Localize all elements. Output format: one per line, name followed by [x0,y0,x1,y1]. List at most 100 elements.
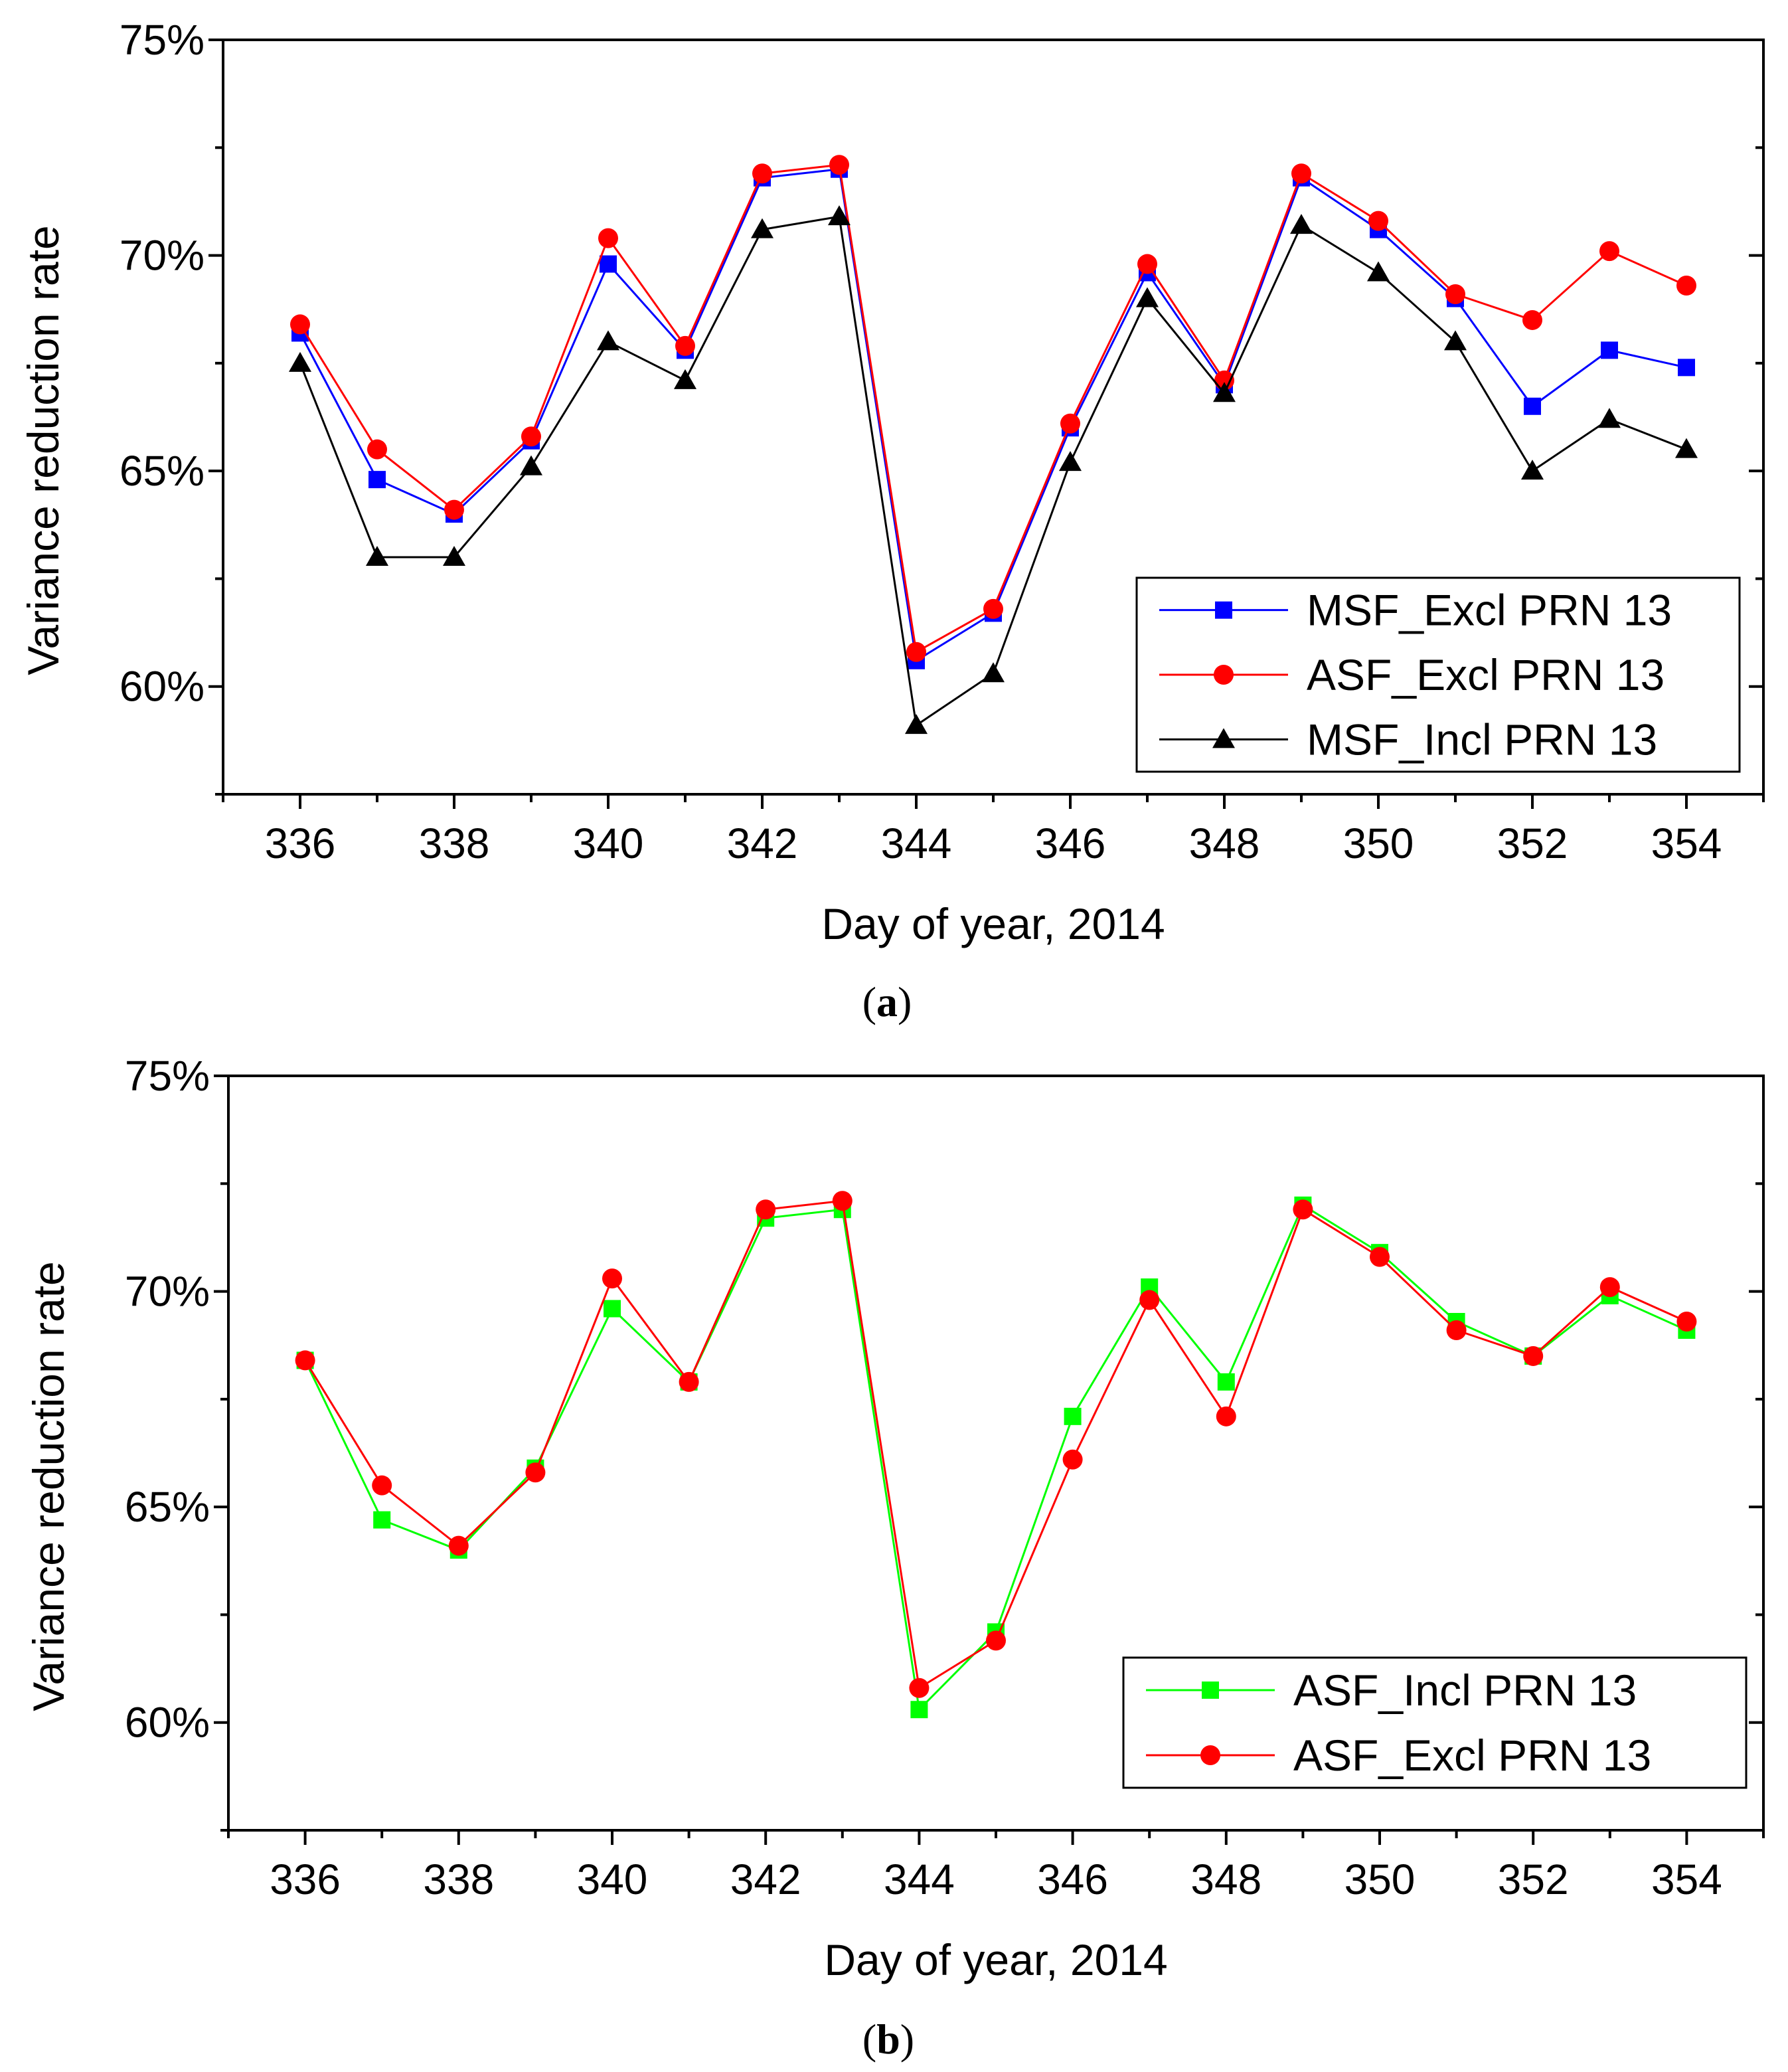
data-point [448,1535,469,1556]
data-point [1446,1320,1467,1340]
y-tick-label: 60% [120,663,204,711]
data-point [1137,254,1157,274]
y-tick-label: 75% [120,16,204,64]
x-tick-label: 340 [573,820,644,867]
x-tick-label: 348 [1190,1856,1261,1903]
data-point [1521,460,1544,480]
x-tick-label: 350 [1343,820,1414,867]
data-point [1676,1312,1697,1332]
legend-label: ASF_Incl PRN 13 [1293,1666,1637,1715]
legend-label: ASF_Excl PRN 13 [1307,650,1665,699]
data-point [1059,451,1082,472]
data-point [598,228,618,248]
legend-marker [1202,1682,1219,1699]
data-point [1214,370,1234,390]
data-point [1598,408,1621,428]
data-point [751,218,773,238]
y-axis-title: Variance reduction rate [24,1261,73,1711]
series-line [304,1199,1688,1690]
y-tick-label: 65% [125,1483,210,1531]
data-point [1676,276,1696,296]
data-point [905,714,928,734]
data-point [752,163,772,184]
panel-label: (a) [862,978,912,1025]
data-point [679,1371,699,1392]
x-axis-title: Day of year, 2014 [824,1935,1167,1984]
data-point [1599,1277,1620,1298]
data-point [597,330,619,351]
data-point [1599,241,1619,262]
data-point [1675,438,1698,458]
panel-label: (b) [862,2016,914,2063]
data-point [367,439,387,460]
data-point [1522,309,1542,330]
data-point [1445,284,1465,304]
x-tick-label: 336 [270,1856,341,1903]
x-tick-label: 342 [727,820,798,867]
series-3 [289,205,1698,734]
data-point [1444,330,1467,351]
y-axis-title: Variance reduction rate [19,225,68,675]
series-2 [290,155,1696,662]
x-tick-label: 342 [730,1856,801,1903]
data-point [289,351,311,372]
data-point [366,545,388,566]
data-point [986,1630,1006,1651]
legend-label: MSF_Incl PRN 13 [1307,715,1657,764]
y-tick-label: 60% [125,1699,210,1747]
data-point [1290,214,1313,234]
legend-marker [1215,601,1232,619]
data-point [602,1268,622,1289]
data-point [525,1462,546,1483]
data-point [1062,1449,1083,1470]
x-tick-label: 354 [1651,1856,1722,1903]
x-tick-label: 338 [419,820,490,867]
x-tick-label: 338 [423,1856,494,1903]
data-point [520,455,542,475]
x-tick-label: 352 [1498,1856,1569,1903]
data-point [444,499,464,520]
x-tick-label: 354 [1651,820,1722,867]
x-tick-label: 346 [1035,820,1106,867]
y-tick-label: 75% [125,1052,210,1100]
data-point [1368,211,1388,231]
series-2 [295,1191,1697,1698]
data-point [1370,1247,1390,1267]
y-tick-label: 65% [120,447,204,495]
data-point [1524,397,1541,415]
data-point [372,1475,392,1496]
legend-box [1122,1656,1747,1789]
data-point [1217,1373,1235,1391]
legend-label: MSF_Excl PRN 13 [1307,586,1672,635]
data-point [1064,1407,1082,1425]
x-tick-label: 350 [1344,1856,1416,1903]
data-point [1293,1199,1313,1220]
data-point [521,426,541,447]
x-tick-label: 344 [881,820,952,867]
data-point [832,1191,853,1211]
data-point [982,662,1005,683]
data-point [1216,1406,1236,1426]
chart-panel-b: 336 338 340 342 344 346 348 350 352 354 60% 65% 70% 7… [24,1052,1765,2063]
data-point [756,1199,776,1220]
data-point [368,471,386,489]
data-point [295,1350,315,1371]
legend-marker [1214,665,1234,685]
data-point [443,545,465,566]
data-point [1367,261,1390,282]
data-point [828,205,851,226]
data-point [290,314,310,335]
data-point [829,155,849,175]
data-point [983,598,1003,619]
data-point [604,1300,621,1318]
data-point [1136,287,1159,307]
y-tick-label: 70% [120,232,204,280]
data-point [600,255,617,273]
legend: MSF_Excl PRN 13 ASF_Excl PRN 13 MSF_Incl P… [1135,576,1741,773]
y-tick-label: 70% [125,1268,210,1316]
x-axis-title: Day of year, 2014 [821,899,1165,948]
x-tick-label: 346 [1037,1856,1108,1903]
data-point [675,335,695,356]
x-tick-label: 348 [1189,820,1260,867]
data-point [373,1511,391,1529]
